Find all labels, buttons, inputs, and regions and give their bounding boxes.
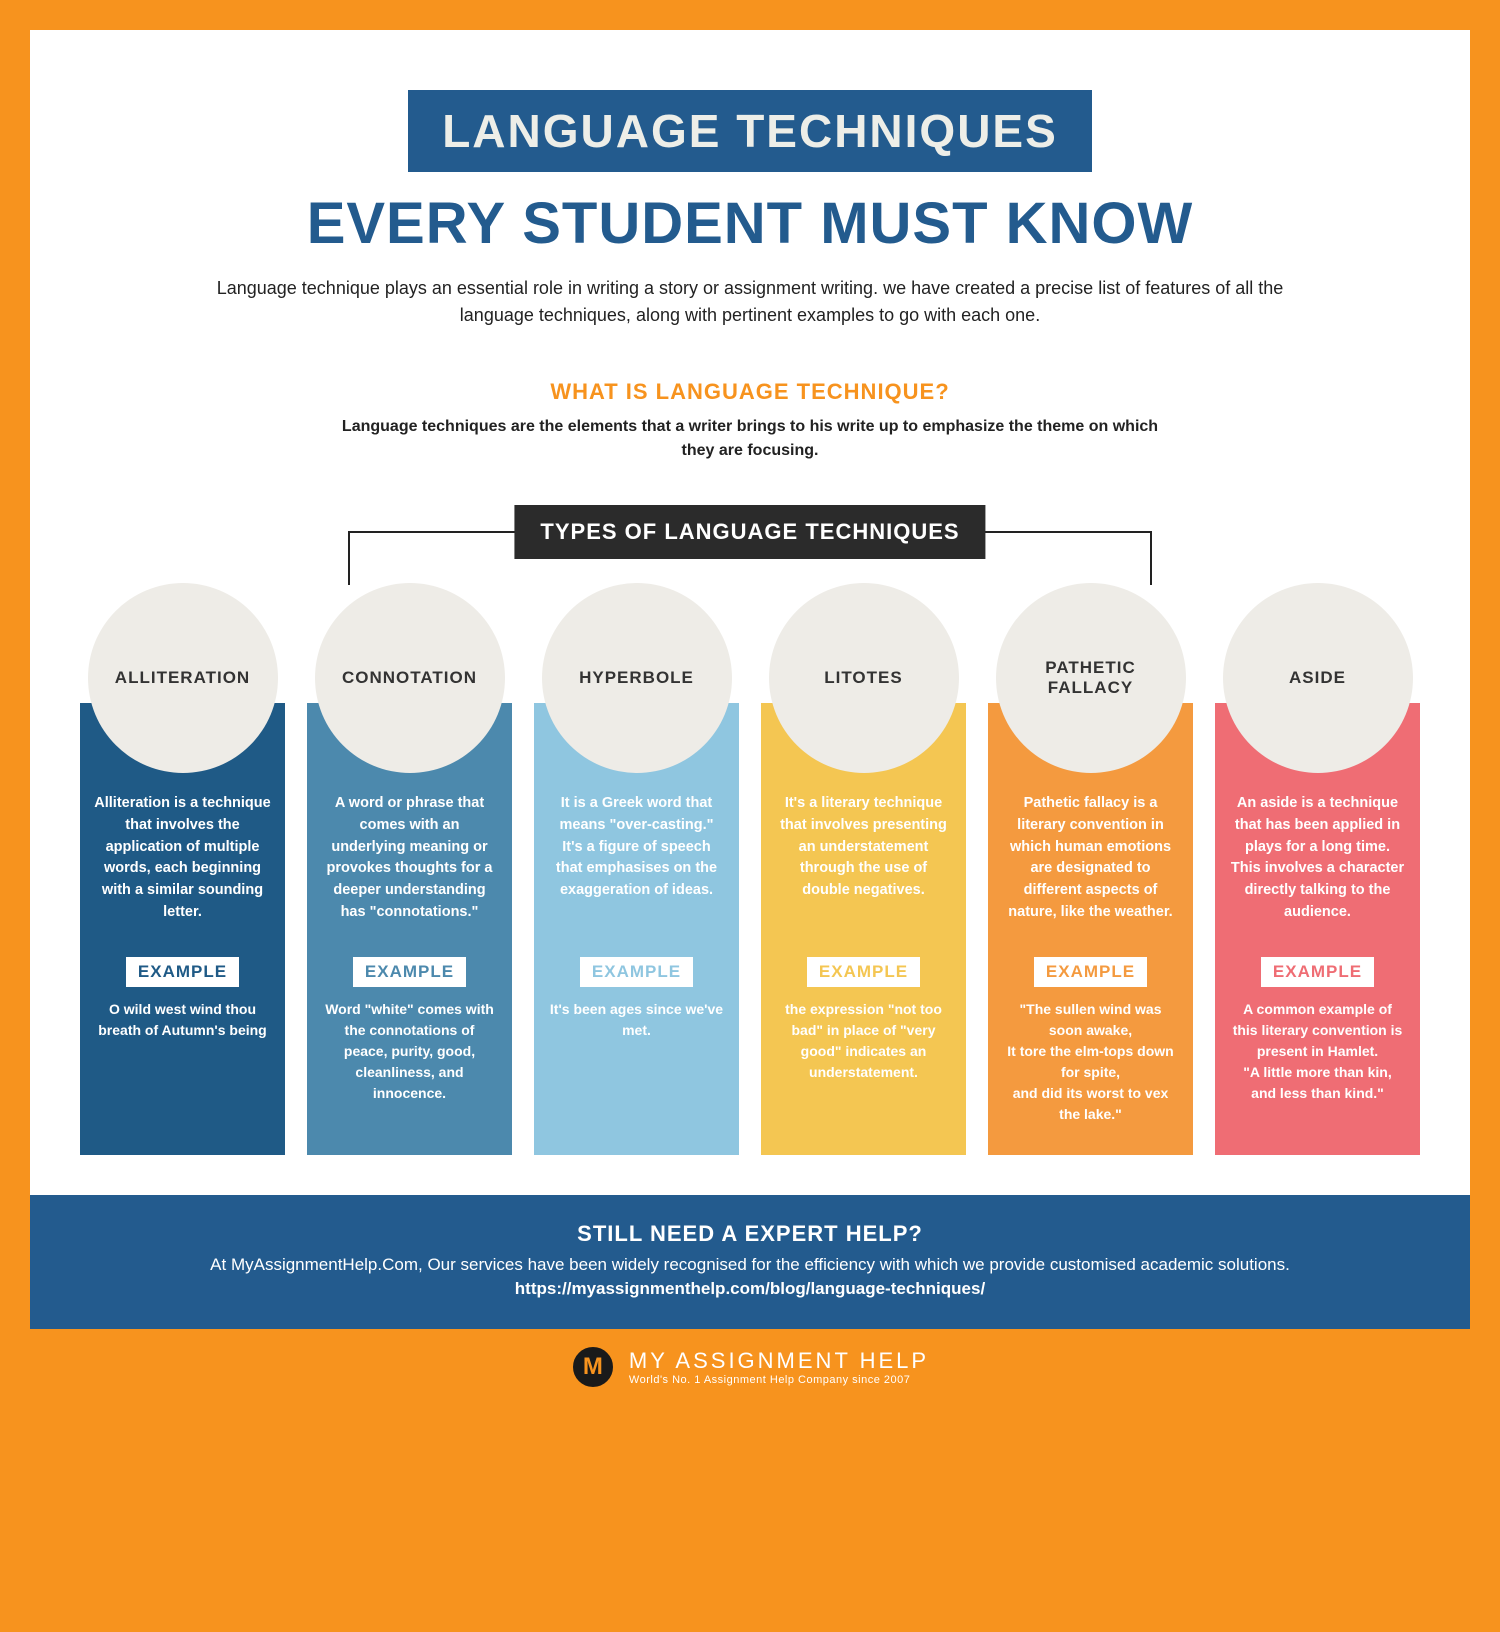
card-title: HYPERBOLE [571, 668, 702, 688]
card-title: ALLITERATION [107, 668, 258, 688]
example-badge: EXAMPLE [353, 957, 466, 987]
card-description: It is a Greek word that means "over-cast… [548, 793, 725, 943]
intro-text: Language technique plays an essential ro… [200, 275, 1300, 329]
technique-card: ALLITERATION Alliteration is a technique… [80, 583, 285, 1155]
technique-card: HYPERBOLE It is a Greek word that means … [534, 583, 739, 1155]
answer-text: Language techniques are the elements tha… [340, 415, 1160, 463]
card-example: the expression "not too bad" in place of… [775, 999, 952, 1083]
technique-card: ASIDE An aside is a technique that has b… [1215, 583, 1420, 1155]
card-example: Word "white" comes with the connotations… [321, 999, 498, 1104]
cta-link[interactable]: https://myassignmenthelp.com/blog/langua… [60, 1279, 1440, 1299]
types-section: TYPES OF LANGUAGE TECHNIQUES ALLITERATIO… [80, 583, 1420, 1155]
card-circle: HYPERBOLE [542, 583, 732, 773]
card-title: LITOTES [816, 668, 910, 688]
card-description: Pathetic fallacy is a literary conventio… [1002, 793, 1179, 943]
technique-card: PATHETIC FALLACY Pathetic fallacy is a l… [988, 583, 1193, 1155]
card-circle: CONNOTATION [315, 583, 505, 773]
example-badge: EXAMPLE [126, 957, 239, 987]
card-description: It's a literary technique that involves … [775, 793, 952, 943]
header: LANGUAGE TECHNIQUES EVERY STUDENT MUST K… [80, 90, 1420, 463]
example-badge: EXAMPLE [580, 957, 693, 987]
card-example: A common example of this literary conven… [1229, 999, 1406, 1104]
example-badge: EXAMPLE [1034, 957, 1147, 987]
footer-brand: MY ASSIGNMENT HELP [629, 1348, 929, 1374]
card-circle: ASIDE [1223, 583, 1413, 773]
card-example: O wild west wind thou breath of Autumn's… [94, 999, 271, 1041]
card-title: PATHETIC FALLACY [996, 658, 1186, 698]
title-badge: LANGUAGE TECHNIQUES [408, 90, 1092, 172]
question-heading: WHAT IS LANGUAGE TECHNIQUE? [80, 379, 1420, 405]
card-circle: PATHETIC FALLACY [996, 583, 1186, 773]
example-badge: EXAMPLE [1261, 957, 1374, 987]
footer: M MY ASSIGNMENT HELP World's No. 1 Assig… [30, 1329, 1470, 1389]
example-badge: EXAMPLE [807, 957, 920, 987]
cta-banner: STILL NEED A EXPERT HELP? At MyAssignmen… [30, 1195, 1470, 1329]
card-title: ASIDE [1281, 668, 1354, 688]
cta-text: At MyAssignmentHelp.Com, Our services ha… [60, 1255, 1440, 1275]
infographic-page: LANGUAGE TECHNIQUES EVERY STUDENT MUST K… [30, 30, 1470, 1329]
subtitle: EVERY STUDENT MUST KNOW [80, 190, 1420, 257]
logo-icon: M [571, 1345, 615, 1389]
card-title: CONNOTATION [334, 668, 485, 688]
types-badge: TYPES OF LANGUAGE TECHNIQUES [514, 505, 985, 559]
card-description: An aside is a technique that has been ap… [1229, 793, 1406, 943]
footer-tag: World's No. 1 Assignment Help Company si… [629, 1374, 929, 1386]
card-circle: ALLITERATION [88, 583, 278, 773]
card-description: Alliteration is a technique that involve… [94, 793, 271, 943]
card-description: A word or phrase that comes with an unde… [321, 793, 498, 943]
cards-row: ALLITERATION Alliteration is a technique… [80, 583, 1420, 1155]
technique-card: CONNOTATION A word or phrase that comes … [307, 583, 512, 1155]
card-example: It's been ages since we've met. [548, 999, 725, 1041]
card-circle: LITOTES [769, 583, 959, 773]
technique-card: LITOTES It's a literary technique that i… [761, 583, 966, 1155]
card-example: "The sullen wind was soon awake, It tore… [1002, 999, 1179, 1125]
footer-text: MY ASSIGNMENT HELP World's No. 1 Assignm… [629, 1348, 929, 1386]
cta-title: STILL NEED A EXPERT HELP? [60, 1221, 1440, 1247]
